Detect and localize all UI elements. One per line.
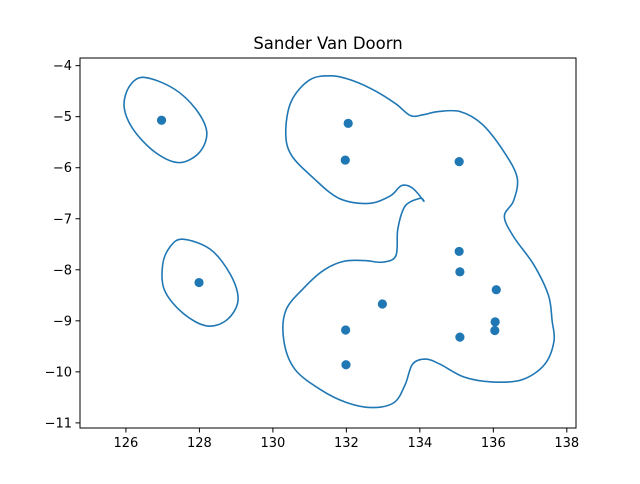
- axes-frame: [79, 57, 577, 429]
- cluster-outline-1: [123, 76, 208, 164]
- data-point-11: [377, 299, 387, 309]
- data-point-4: [340, 155, 350, 165]
- y-tick-label-7: −7: [53, 212, 72, 227]
- y-tick-label-5: −5: [53, 110, 72, 125]
- x-tick-label-134: 134: [407, 436, 432, 451]
- chart-title: Sander Van Doorn: [253, 34, 402, 53]
- data-point-7: [455, 267, 465, 277]
- data-point-14: [455, 332, 465, 342]
- data-point-9: [490, 317, 500, 327]
- data-point-8: [491, 285, 501, 295]
- y-tick-label-10: −10: [45, 365, 72, 380]
- data-point-6: [454, 246, 464, 257]
- x-tick-label-136: 136: [481, 436, 506, 451]
- x-tick-label-138: 138: [554, 436, 579, 451]
- cluster-outline-3: [282, 75, 556, 409]
- data-point-3: [343, 118, 353, 128]
- y-tick-label-4: −4: [53, 59, 72, 74]
- data-point-13: [341, 360, 351, 370]
- y-tick-label-9: −9: [53, 314, 72, 329]
- data-point-2: [194, 277, 204, 288]
- x-tick-label-130: 130: [260, 436, 285, 451]
- data-point-5: [454, 157, 464, 167]
- x-tick-label-128: 128: [187, 436, 212, 451]
- data-point-12: [341, 325, 351, 335]
- y-tick-label-8: −8: [53, 263, 72, 278]
- x-tick-label-132: 132: [334, 436, 359, 451]
- y-tick-label-6: −6: [53, 161, 72, 176]
- plot-area: 126 128 130 132 134 136 138 −4 −5 −6 −7 −8 −9 −10 −11: [45, 57, 579, 451]
- y-tick-label-11: −11: [45, 416, 72, 431]
- data-point-10: [490, 325, 500, 336]
- data-point-1: [156, 115, 167, 125]
- cluster-outline-2: [161, 238, 239, 327]
- x-tick-label-126: 126: [114, 436, 139, 451]
